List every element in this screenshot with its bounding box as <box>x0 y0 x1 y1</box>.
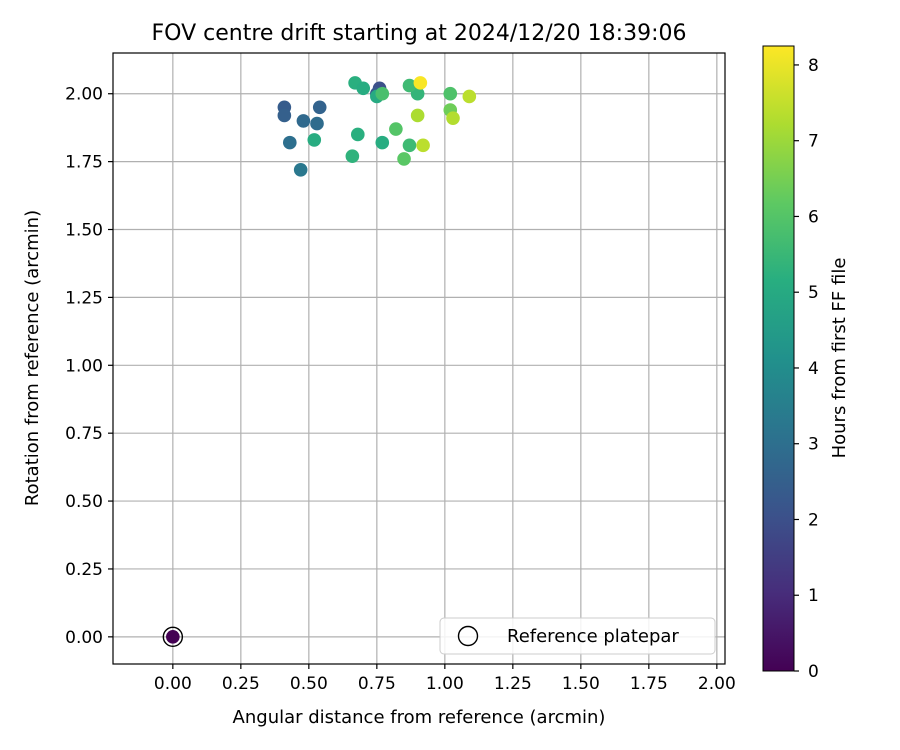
y-tick-label: 1.75 <box>65 153 103 173</box>
y-axis-ticks: 0.00 0.25 0.50 0.75 1.00 1.25 1.50 1.75 2.00 <box>65 85 113 648</box>
scatter-point <box>402 138 417 153</box>
scatter-point <box>312 100 327 115</box>
colorbar-gradient <box>762 45 795 672</box>
x-axis-ticks: 0.00 0.25 0.50 0.75 1.00 1.25 1.50 1.75 2.00 <box>154 664 736 694</box>
x-tick-label: 1.00 <box>426 674 464 694</box>
legend-box <box>439 617 716 655</box>
scatter-point <box>397 152 411 166</box>
colorbar-tick-label: 3 <box>808 435 819 455</box>
chart-title: FOV centre drift starting at 2024/12/20 … <box>152 21 687 46</box>
y-axis-label: Rotation from reference (arcmin) <box>22 210 43 506</box>
scatter-point <box>296 114 311 128</box>
colorbar-tick-label: 1 <box>808 586 819 606</box>
reference-platepar-marker <box>162 626 184 648</box>
x-axis-label: Angular distance from reference (arcmin) <box>233 707 606 728</box>
scatter-point <box>410 108 425 123</box>
scatter-point <box>375 135 390 150</box>
colorbar-tick-label: 0 <box>808 662 819 682</box>
y-tick-label: 1.25 <box>65 288 103 308</box>
scatter-point <box>293 162 308 177</box>
y-tick-label: 1.00 <box>65 356 103 376</box>
colorbar-tick-label: 7 <box>808 132 819 152</box>
colorbar-tick-label: 2 <box>808 510 819 530</box>
y-tick-label: 0.50 <box>65 492 103 512</box>
colorbar-tick-label: 4 <box>808 359 819 379</box>
scatter-point <box>356 81 371 96</box>
x-tick-label: 2.00 <box>698 674 736 694</box>
x-tick-label: 0.25 <box>222 674 260 694</box>
scatter-point <box>389 122 403 136</box>
scatter-point <box>416 138 430 153</box>
colorbar-ticks: 0 1 2 3 4 5 6 7 8 <box>794 56 819 682</box>
legend-label: Reference platepar <box>507 626 679 647</box>
scatter-point <box>443 86 458 101</box>
scatter-point <box>310 116 324 131</box>
scatter-point <box>351 127 365 142</box>
scatter-point <box>375 86 390 101</box>
legend-marker-ring-icon <box>457 625 479 647</box>
plot-frame <box>112 52 726 665</box>
legend: Reference platepar <box>439 617 716 655</box>
y-tick-label: 0.75 <box>65 424 103 444</box>
x-tick-label: 0.50 <box>290 674 328 694</box>
y-tick-label: 0.00 <box>65 628 103 648</box>
scatter-point <box>277 108 292 123</box>
x-tick-label: 1.75 <box>630 674 668 694</box>
scatter-point <box>307 133 322 147</box>
x-tick-label: 0.00 <box>154 674 192 694</box>
scatter-point <box>413 76 428 90</box>
colorbar-label: Hours from first FF file <box>829 258 850 459</box>
colorbar: 0 1 2 3 4 5 6 7 8 Hours from first FF file <box>762 45 850 682</box>
colorbar-tick-label: 8 <box>808 56 819 76</box>
scatter-point <box>462 89 477 104</box>
scatter-point <box>446 111 460 125</box>
scatter-point <box>345 149 360 163</box>
colorbar-tick-label: 5 <box>808 283 819 303</box>
y-tick-label: 1.50 <box>65 221 103 241</box>
y-tick-label: 2.00 <box>65 85 103 105</box>
x-tick-label: 1.25 <box>494 674 532 694</box>
data-points <box>277 76 477 177</box>
colorbar-tick-label: 6 <box>808 207 819 227</box>
x-tick-label: 1.50 <box>562 674 600 694</box>
x-tick-label: 0.75 <box>358 674 396 694</box>
reference-ring-icon <box>162 626 184 648</box>
scatter-point <box>402 78 417 93</box>
y-tick-label: 0.25 <box>65 560 103 580</box>
reference-point <box>166 630 180 644</box>
scatter-point <box>283 135 297 150</box>
